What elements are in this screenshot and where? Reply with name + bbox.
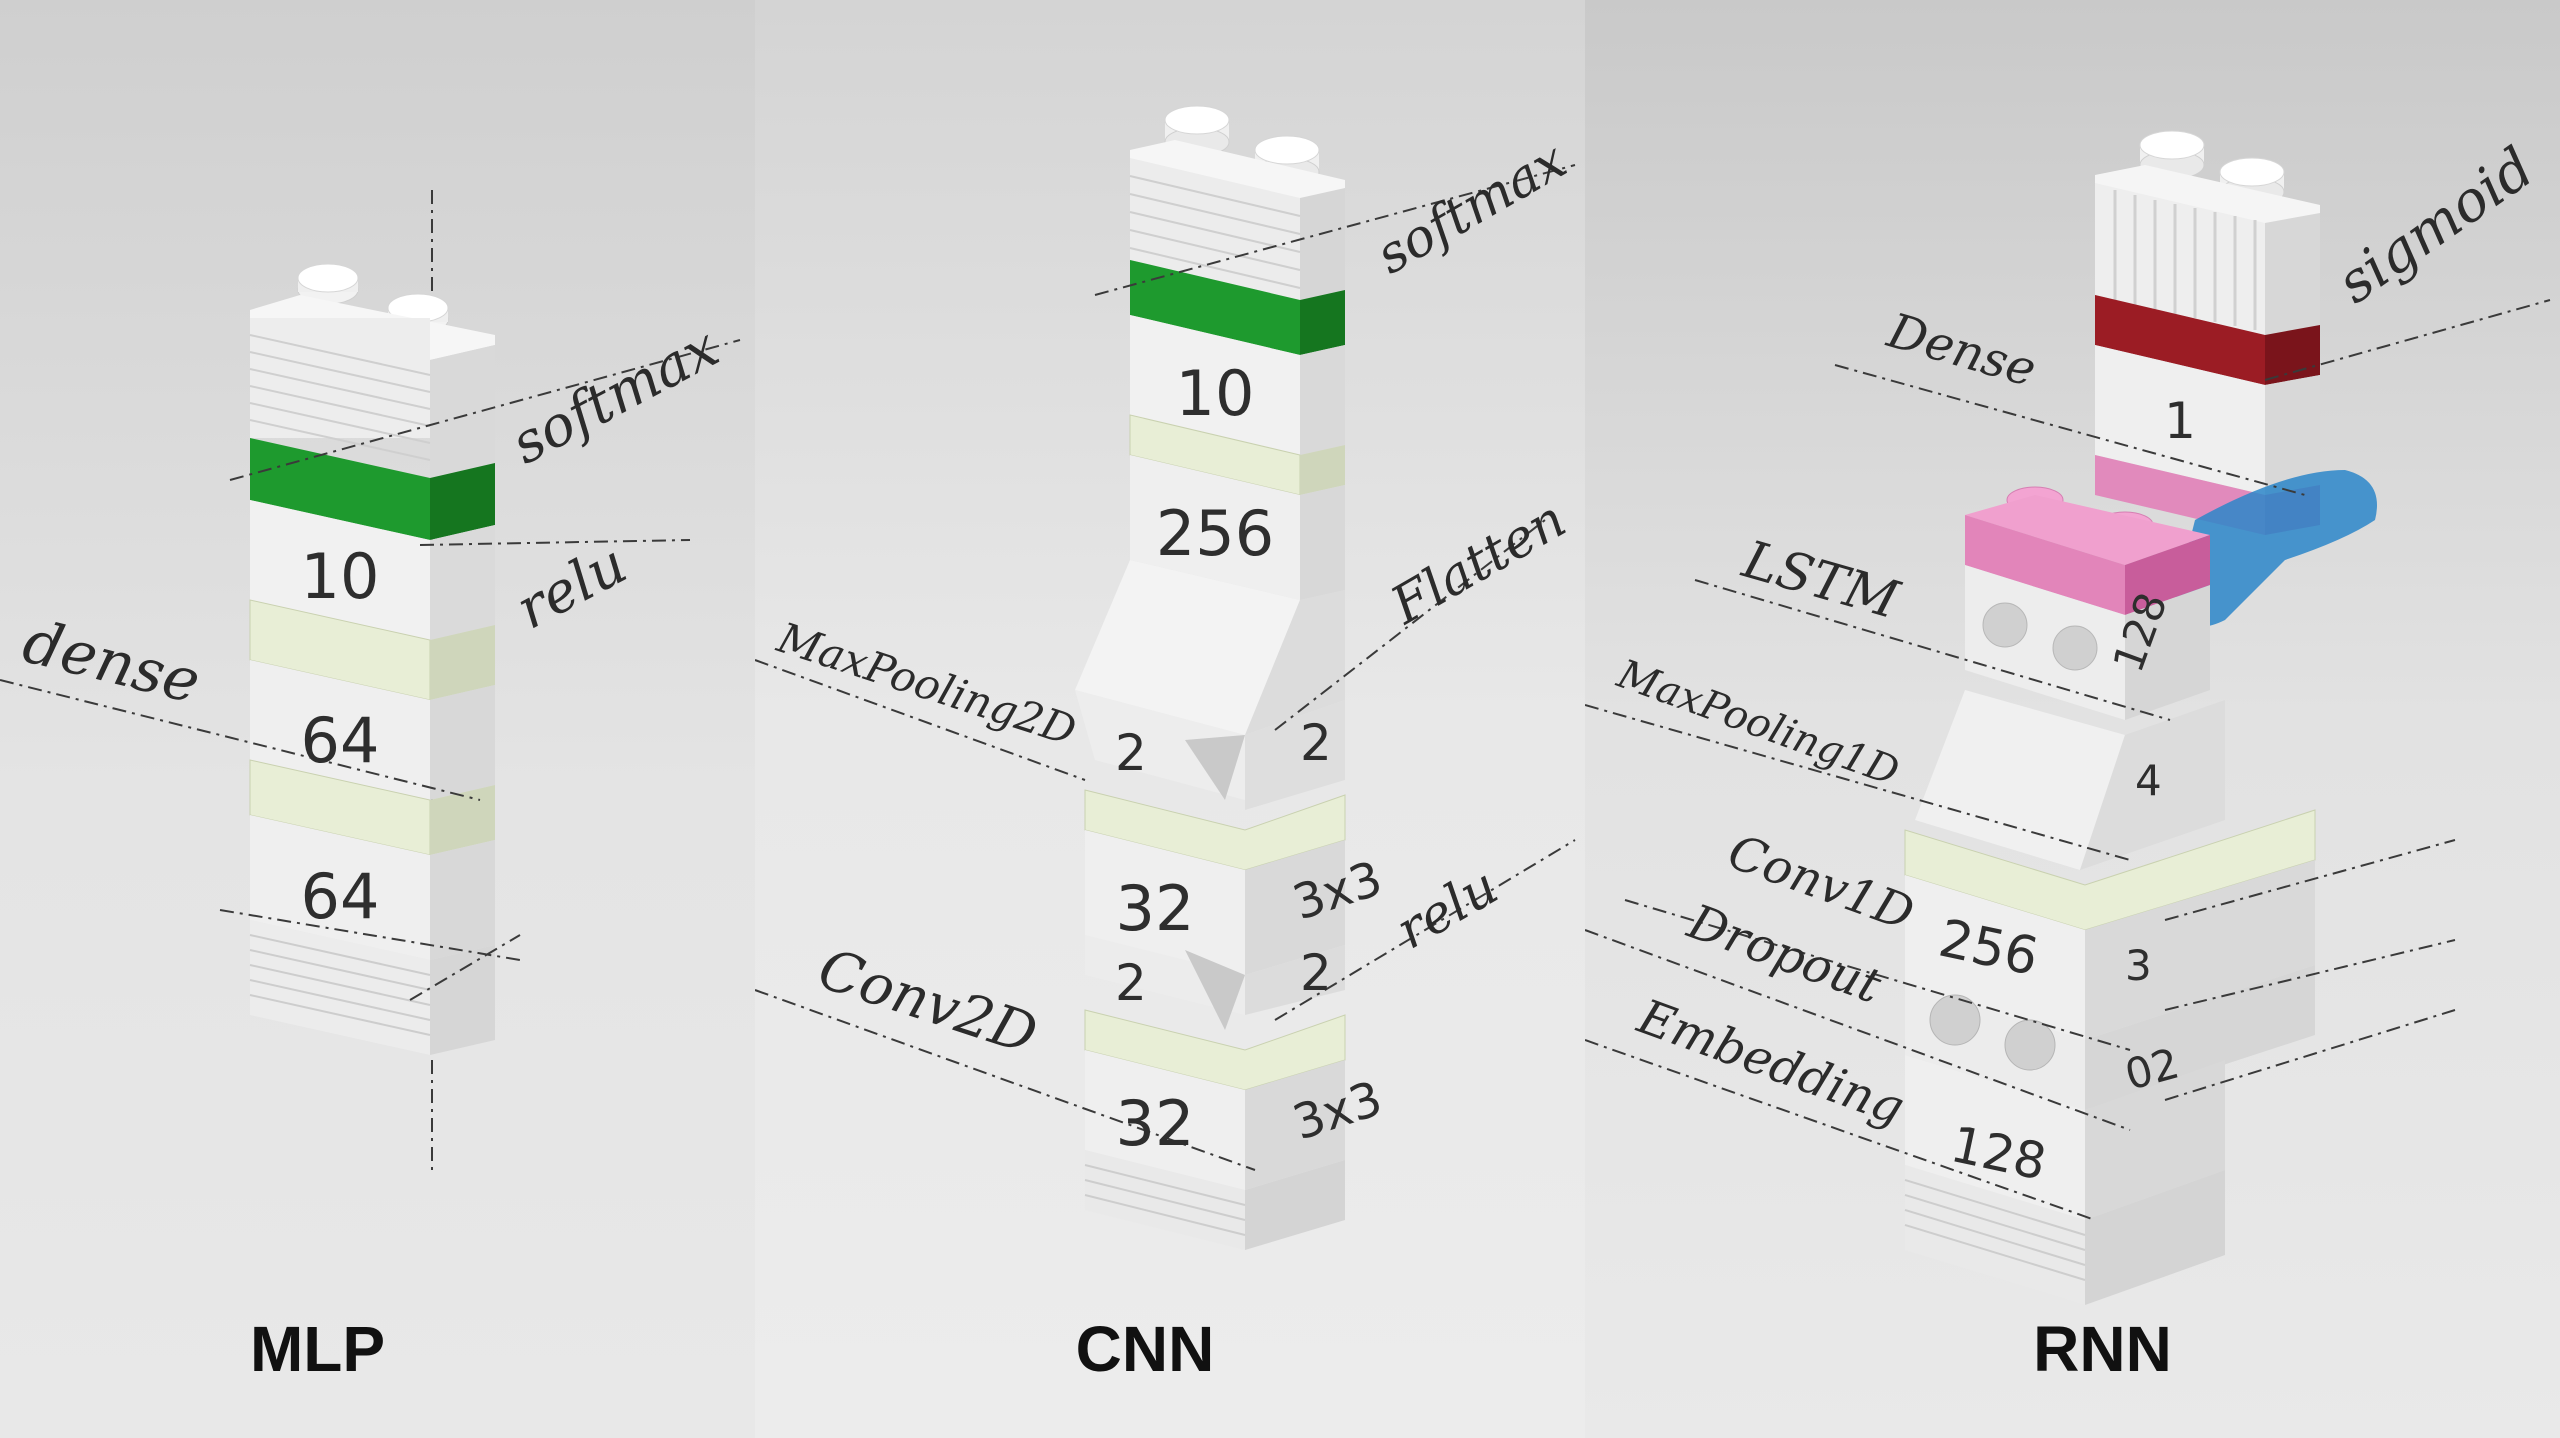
cnn-pool1-size-a: 2: [1115, 954, 1147, 1012]
cnn-conv2d-label: Conv2D: [811, 936, 1045, 1067]
cnn-conv1-filters: 32: [1116, 1087, 1195, 1160]
cnn-softmax-plate: [1130, 260, 1300, 355]
rnn-model-illustration: 1 128 4 256 3 02 128 Dense sigmoid LSTM …: [1585, 130, 2551, 1305]
stud-hole-icon: [1929, 994, 1981, 1046]
stud-hole-icon: [1982, 602, 2028, 648]
cnn-flatten-label: Flatten: [1381, 489, 1576, 636]
mlp-softmax-label: softmax: [501, 315, 729, 477]
cnn-title: CNN: [1075, 1313, 1215, 1385]
rnn-lstm-label: LSTM: [1735, 530, 1906, 632]
cnn-dense-units: 256: [1156, 497, 1274, 570]
mlp-top-brick: [250, 318, 430, 438]
rnn-top-brick: [2095, 183, 2265, 335]
rnn-dense-brick: [2095, 345, 2265, 495]
mlp-output-brick: [250, 500, 430, 640]
cnn-output-brick: [1130, 315, 1300, 455]
mlp-dense-label: dense: [16, 607, 206, 718]
mlp-hidden2-brick: [250, 660, 430, 800]
rnn-pool-size: 4: [2135, 756, 2162, 805]
rnn-panel: 1 128 4 256 3 02 128 Dense sigmoid LSTM …: [1585, 0, 2560, 1438]
cnn-conv2-brick: [1085, 830, 1245, 975]
rnn-maxpooling1d-label: MaxPooling1D: [1611, 651, 1905, 796]
stud-icon: [1254, 135, 1320, 165]
rnn-pool-brick: [1915, 690, 2125, 870]
cnn-conv2-filters: 32: [1116, 872, 1195, 945]
mlp-softmax-plate: [250, 438, 430, 540]
cnn-output-units: 10: [1176, 357, 1255, 430]
mlp-title: MLP: [249, 1313, 386, 1385]
mlp-base-brick: [250, 920, 430, 1055]
cnn-softmax-label: softmax: [1367, 130, 1577, 286]
cnn-pool2-size-a: 2: [1115, 724, 1147, 782]
mlp-model-illustration: 10 64 64 softmax relu dense: [0, 190, 741, 1175]
cnn-model-illustration: 10 256 2 2 32 3x3 2 2 32 3x3 softmax Fla…: [755, 105, 1577, 1250]
cnn-pool2-size-b: 2: [1300, 714, 1332, 772]
cnn-maxpooling-label: MaxPooling2D: [771, 613, 1082, 756]
stud-icon: [2139, 130, 2205, 160]
stud-icon: [2219, 157, 2285, 187]
cnn-dense-brick: [1130, 455, 1300, 600]
rnn-title: RNN: [2033, 1313, 2172, 1385]
rnn-dense-units: 1: [2164, 392, 2196, 450]
rnn-base-brick: [1905, 1165, 2085, 1305]
rnn-dense-label: Dense: [1881, 302, 2042, 398]
stud-hole-icon: [2004, 1019, 2056, 1071]
rnn-conv1d-kernel: 3: [2125, 941, 2152, 990]
rnn-lstm-brick: [1965, 515, 2125, 615]
rnn-tube: [2175, 470, 2377, 627]
rnn-sigmoid-label: sigmoid: [2326, 135, 2546, 316]
cnn-pool-brick: [1075, 690, 1245, 800]
stud-hole-icon: [2052, 625, 2098, 671]
cnn-top-brick: [1130, 158, 1300, 300]
mlp-hidden1-units: 64: [301, 860, 380, 933]
mlp-hidden1-brick: [250, 815, 430, 960]
cnn-pool1-size-b: 2: [1300, 944, 1332, 1002]
cnn-relu-label: relu: [1387, 856, 1509, 961]
mlp-hidden2-units: 64: [301, 704, 380, 777]
mlp-output-units: 10: [301, 540, 380, 613]
cnn-flatten-slope: [1075, 560, 1300, 735]
rnn-sigmoid-plate: [2095, 295, 2265, 385]
cnn-conv1-brick: [1085, 1050, 1245, 1190]
mlp-panel: 10 64 64 softmax relu dense MLP: [0, 0, 755, 1438]
stud-icon: [1164, 105, 1230, 135]
mlp-relu-label: relu: [506, 532, 637, 643]
cnn-panel: 10 256 2 2 32 3x3 2 2 32 3x3 softmax Fla…: [755, 0, 1585, 1438]
